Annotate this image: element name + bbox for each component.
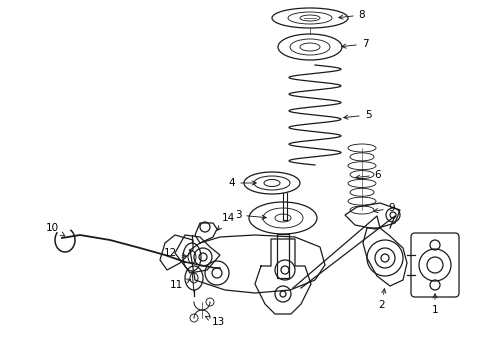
Text: 9: 9 (374, 203, 395, 213)
Bar (277, 234, 289, 278)
Text: 5: 5 (344, 110, 371, 120)
Text: 6: 6 (356, 170, 381, 180)
Text: 3: 3 (235, 210, 266, 220)
Text: 10: 10 (46, 223, 65, 236)
Text: 4: 4 (229, 178, 256, 188)
Text: 11: 11 (170, 279, 191, 290)
Text: 7: 7 (342, 39, 368, 49)
Text: 12: 12 (163, 248, 186, 258)
Text: 2: 2 (379, 289, 386, 310)
Text: 1: 1 (432, 294, 439, 315)
Text: 8: 8 (339, 10, 366, 20)
Text: 14: 14 (218, 213, 235, 230)
Text: 13: 13 (205, 316, 224, 327)
